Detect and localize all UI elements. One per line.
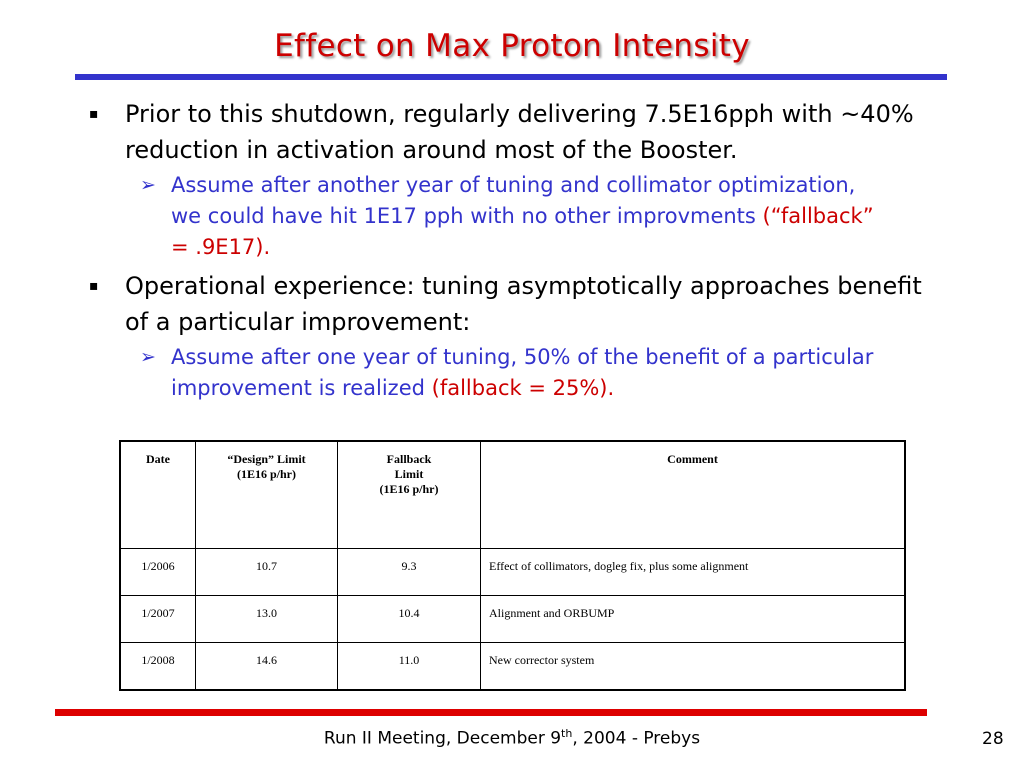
header-date: Date (119, 440, 196, 549)
cell-comment: Alignment and ORBUMP (480, 595, 906, 643)
arrow-bullet-icon: ➢ (140, 174, 156, 196)
slide-title: Effect on Max Proton Intensity (274, 28, 750, 64)
intensity-table: Date “Design” Limit (1E16 p/hr) Fallback… (119, 440, 906, 691)
cell-design-limit: 14.6 (195, 642, 338, 691)
square-bullet-icon: ▪ (89, 106, 99, 122)
header-line: Date (146, 452, 170, 466)
table-header-row: Date “Design” Limit (1E16 p/hr) Fallback… (119, 440, 906, 549)
sub-bullet-2-text: Assume after one year of tuning, 50% of … (171, 342, 891, 404)
header-line: (1E16 p/hr) (379, 482, 439, 496)
table-row: 1/2007 13.0 10.4 Alignment and ORBUMP (119, 595, 906, 643)
cell-design-limit: 10.7 (195, 548, 338, 596)
page-number: 28 (982, 729, 1004, 749)
cell-date: 1/2006 (119, 548, 196, 596)
sub-bullet-1-highlight: (“fallback” = .9E17). (171, 204, 874, 259)
header-line: Comment (667, 452, 718, 466)
header-comment: Comment (480, 440, 906, 549)
cell-fallback-limit: 11.0 (337, 642, 481, 691)
footer-before: Run II Meeting, December 9 (323, 728, 562, 749)
cell-comment: Effect of collimators, dogleg fix, plus … (480, 548, 906, 596)
header-design-limit: “Design” Limit (1E16 p/hr) (195, 440, 338, 549)
footer-superscript: th (561, 727, 573, 740)
arrow-bullet-icon: ➢ (140, 346, 156, 368)
footer-text: Run II Meeting, December 9th, 2004 - Pre… (0, 727, 1024, 749)
cell-fallback-limit: 10.4 (337, 595, 481, 643)
cell-date: 1/2008 (119, 642, 196, 691)
header-line: Limit (394, 467, 424, 481)
header-line: (1E16 p/hr) (236, 467, 296, 481)
sub-bullet-1-body: Assume after another year of tuning and … (171, 173, 856, 228)
header-line: Fallback (386, 452, 432, 466)
sub-bullet-1-text: Assume after another year of tuning and … (171, 170, 891, 263)
bullet-2-text: Operational experience: tuning asymptoti… (125, 272, 922, 336)
footer-after: , 2004 - Prebys (572, 728, 701, 749)
table-row: 1/2008 14.6 11.0 New corrector system (119, 642, 906, 691)
cell-comment: New corrector system (480, 642, 906, 691)
sub-bullet-2-body: Assume after one year of tuning, 50% of … (171, 345, 874, 400)
header-line: “Design” Limit (227, 452, 306, 466)
cell-design-limit: 13.0 (195, 595, 338, 643)
header-fallback-limit: Fallback Limit (1E16 p/hr) (337, 440, 481, 549)
footer-divider (55, 709, 927, 716)
bullet-1-text: Prior to this shutdown, regularly delive… (125, 100, 914, 164)
title-divider (75, 74, 947, 80)
sub-bullet-2-highlight: (fallback = 25%). (431, 376, 615, 400)
cell-date: 1/2007 (119, 595, 196, 643)
table-row: 1/2006 10.7 9.3 Effect of collimators, d… (119, 548, 906, 596)
cell-fallback-limit: 9.3 (337, 548, 481, 596)
square-bullet-icon: ▪ (89, 278, 99, 294)
